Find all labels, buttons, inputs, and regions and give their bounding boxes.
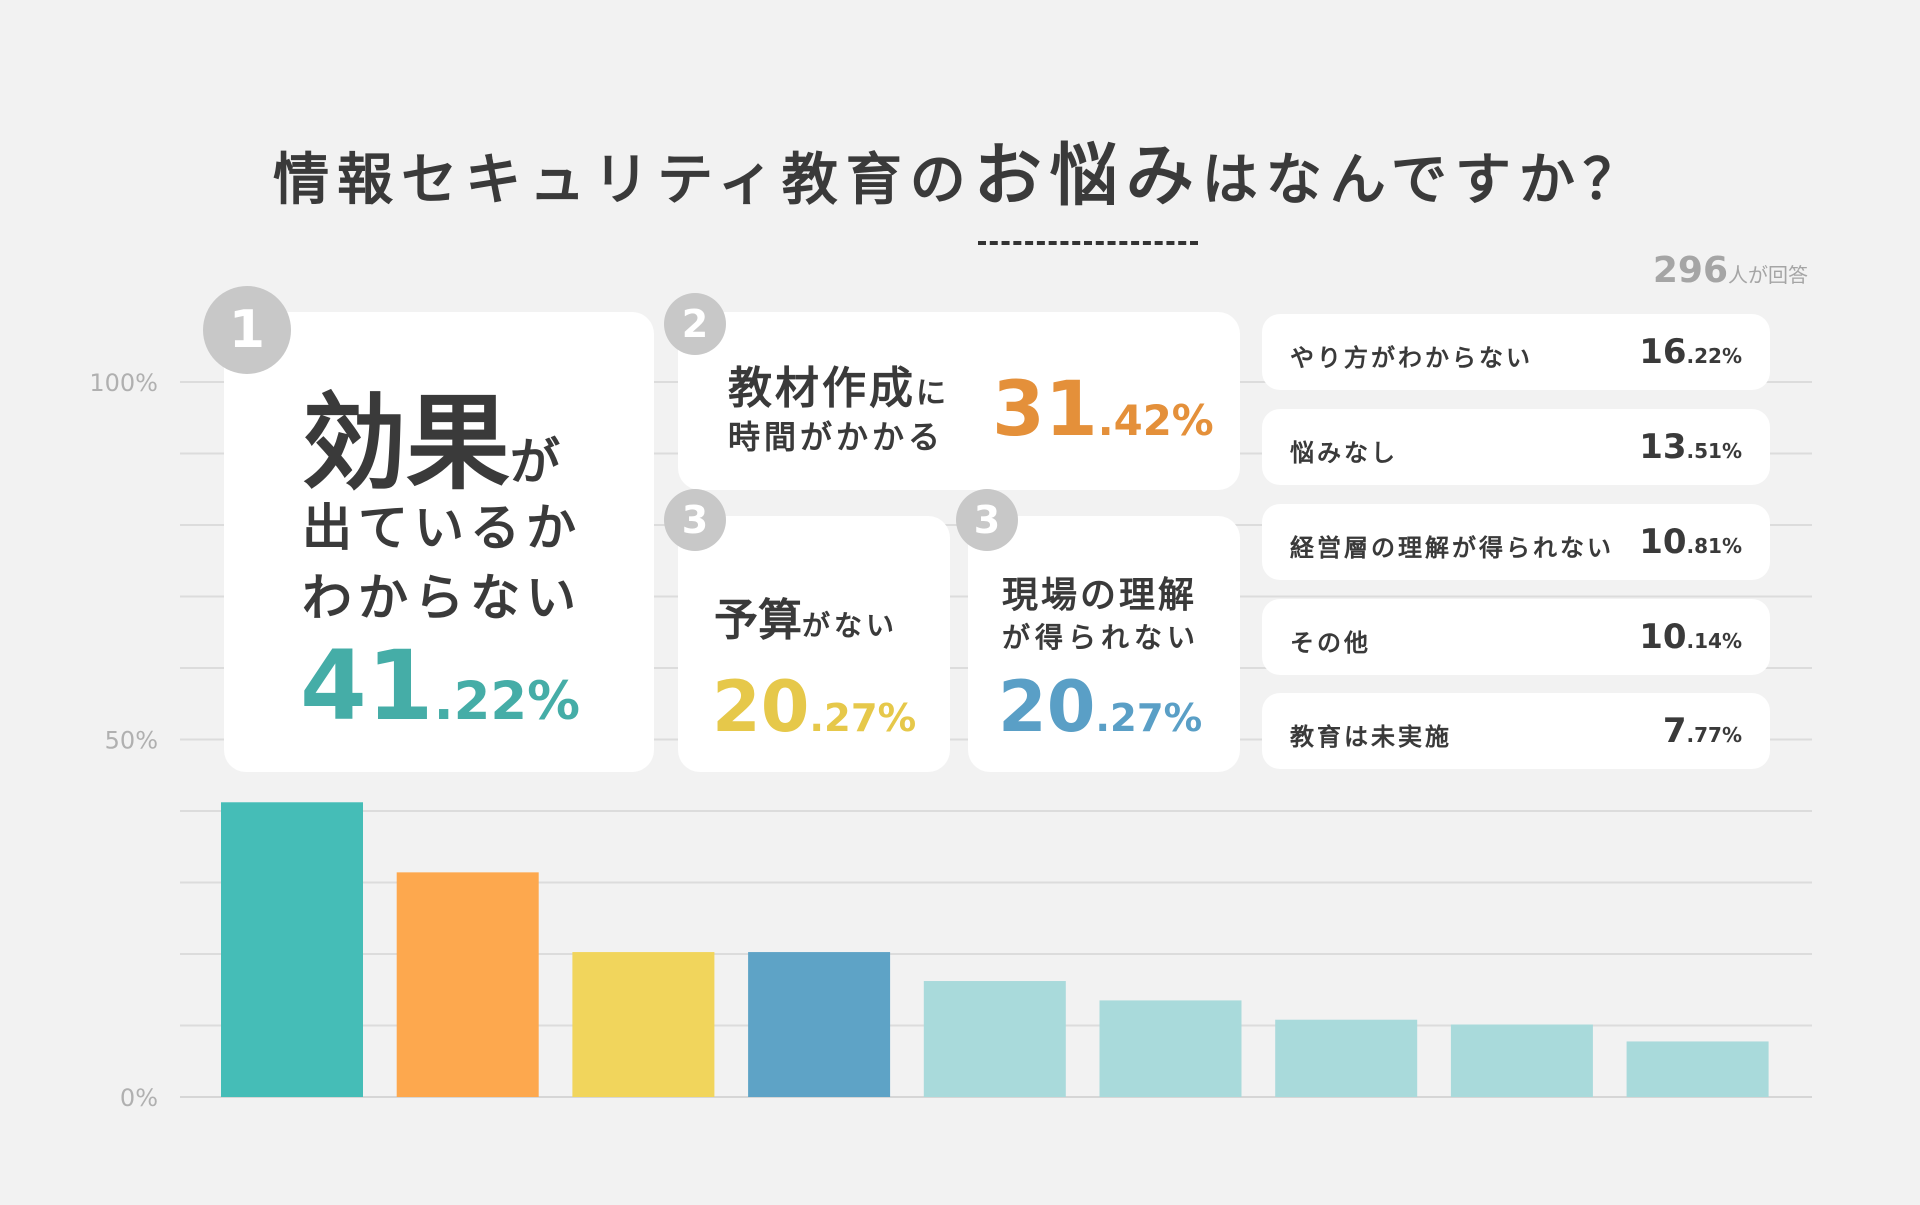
bar xyxy=(1626,1041,1769,1097)
other-answer-dec: .14% xyxy=(1686,629,1742,653)
rank-3a-pct-int: 20 xyxy=(712,666,810,748)
other-answer-row: 教育は未実施 7.77% xyxy=(1262,693,1770,769)
bar xyxy=(1450,1024,1593,1097)
other-answer-label: その他 xyxy=(1290,629,1371,657)
other-answer-dec: .22% xyxy=(1686,344,1742,368)
respondent-unit: 人が回答 xyxy=(1728,263,1808,287)
rank-1-label-big: 効果 xyxy=(302,382,511,504)
rank-3b-label-line1: 現場の理解 xyxy=(1002,575,1198,616)
other-answer-value: 13.51% xyxy=(1639,427,1742,467)
page-title: 情報セキュリティ教育のお悩みはなんですか？ xyxy=(0,120,1920,245)
respondent-count: 296人が回答 xyxy=(1653,250,1808,291)
other-answer-value: 10.81% xyxy=(1639,522,1742,562)
other-answer-int: 7 xyxy=(1662,711,1687,751)
rank-3b-label-line2: が得られない xyxy=(1002,621,1201,654)
rank-2-card: 教材作成に 時間がかかる 31.42% xyxy=(678,312,1240,490)
bar xyxy=(748,952,891,1097)
other-answer-row: やり方がわからない 16.22% xyxy=(1262,314,1770,390)
rank-2-pct-int: 31 xyxy=(992,364,1098,453)
rank-3b-pct-dec: .27% xyxy=(1095,696,1203,741)
rank-2-label-small: に xyxy=(916,376,949,411)
other-answer-value: 10.14% xyxy=(1639,617,1742,657)
y-tick-label: 50% xyxy=(105,727,158,755)
rank-3a-label-main: 予算 xyxy=(714,595,802,646)
title-text-after: はなんですか？ xyxy=(1201,148,1647,213)
other-answer-label: 教育は未実施 xyxy=(1290,723,1452,751)
rank-3b-pct-int: 20 xyxy=(998,666,1096,748)
bar xyxy=(221,802,363,1097)
bar xyxy=(396,872,539,1097)
bar xyxy=(1099,1000,1242,1097)
rank-3a-card: 予算がない 20.27% xyxy=(678,516,950,772)
other-answer-label: 経営層の理解が得られない xyxy=(1290,534,1614,562)
rank-1-label-line3: わからない xyxy=(302,569,582,627)
rank-3a-label-small: がない xyxy=(802,609,899,642)
respondent-number: 296 xyxy=(1652,250,1728,291)
other-answer-row: 経営層の理解が得られない 10.81% xyxy=(1262,504,1770,580)
rank-3b-card: 現場の理解 が得られない 20.27% xyxy=(968,516,1240,772)
other-answer-label: やり方がわからない xyxy=(1290,344,1533,372)
other-answer-dec: .77% xyxy=(1686,723,1742,747)
rank-3b-badge: 3 xyxy=(956,489,1018,551)
rank-3a-label: 予算がない xyxy=(714,584,898,648)
other-answer-int: 13 xyxy=(1639,427,1687,467)
rank-2-pct-dec: .42% xyxy=(1097,396,1214,445)
other-answer-dec: .51% xyxy=(1686,439,1742,463)
rank-1-badge: 1 xyxy=(203,286,291,374)
rank-1-label-main: 効果が xyxy=(302,358,560,509)
other-answer-int: 10 xyxy=(1639,617,1687,657)
rank-3b-percentage: 20.27% xyxy=(998,666,1202,748)
rank-3a-badge: 3 xyxy=(664,489,726,551)
y-tick-label: 0% xyxy=(120,1084,158,1112)
rank-1-percentage: 41.22% xyxy=(300,630,580,742)
rank-3a-percentage: 20.27% xyxy=(712,666,916,748)
rank-1-pct-dec: .22% xyxy=(433,671,581,732)
other-answer-label: 悩みなし xyxy=(1290,439,1398,467)
rank-2-label-main: 教材作成 xyxy=(728,363,916,414)
rank-3a-pct-dec: .27% xyxy=(809,696,917,741)
rank-2-badge: 2 xyxy=(664,293,726,355)
rank-1-pct-int: 41 xyxy=(300,630,434,742)
other-answer-row: その他 10.14% xyxy=(1262,599,1770,675)
other-answer-value: 7.77% xyxy=(1663,711,1742,751)
rank-1-label-line2: 出ているか xyxy=(302,499,582,557)
y-tick-label: 100% xyxy=(89,369,158,397)
rank-2-label-line1: 教材作成に xyxy=(728,352,949,416)
rank-2-percentage: 31.42% xyxy=(992,364,1214,453)
bar xyxy=(572,952,715,1097)
title-highlight: お悩み xyxy=(974,120,1202,245)
other-answer-value: 16.22% xyxy=(1639,332,1742,372)
rank-2-label-line2: 時間がかかる xyxy=(728,418,945,456)
other-answer-int: 16 xyxy=(1639,332,1687,372)
rank-1-card: 効果が 出ているか わからない 41.22% xyxy=(224,312,654,772)
bar xyxy=(923,981,1066,1097)
rank-1-label-small: が xyxy=(510,433,561,491)
bar xyxy=(1275,1019,1418,1097)
other-answer-dec: .81% xyxy=(1686,534,1742,558)
other-answer-row: 悩みなし 13.51% xyxy=(1262,409,1770,485)
other-answer-int: 10 xyxy=(1639,522,1687,562)
title-text-before: 情報セキュリティ教育の xyxy=(273,148,974,213)
